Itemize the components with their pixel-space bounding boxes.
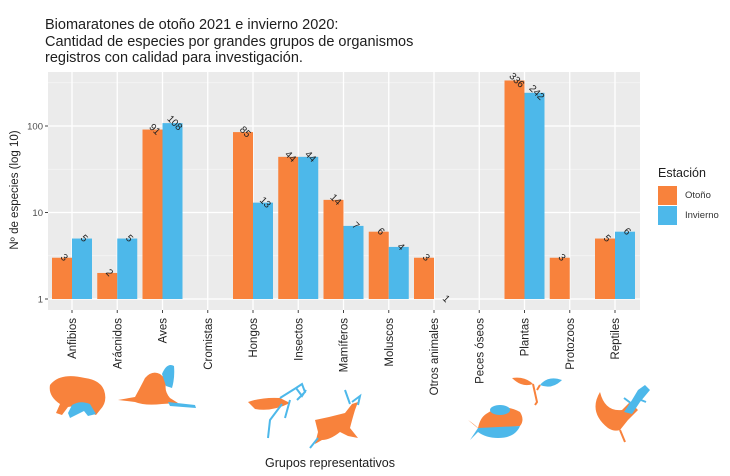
fish-icon <box>468 405 523 440</box>
chart-subtitle-line-2: registros con calidad para investigación… <box>45 50 303 66</box>
legend-key-invierno <box>658 205 677 225</box>
bar-invierno <box>253 202 273 299</box>
mantis-icon <box>248 382 307 439</box>
x-tick-label: Arácnidos <box>112 318 124 369</box>
bar-invierno <box>343 225 364 299</box>
x-tick-label: Insectos <box>293 318 305 361</box>
x-tick-label: Protozoos <box>565 318 577 370</box>
y-tick-label: 10 <box>32 208 43 219</box>
bar-invierno <box>117 238 138 299</box>
chart-title-block: Biomaratones de otoño 2021 e invierno 20… <box>45 17 413 67</box>
y-tick-label: 1 <box>38 295 43 306</box>
x-tick-label: Hongos <box>248 318 260 358</box>
bar-otono <box>504 80 525 299</box>
bar-otono <box>142 129 163 299</box>
bar-otono <box>595 238 615 299</box>
bar-otono <box>368 231 389 299</box>
bar-invierno <box>615 231 635 299</box>
bar-otono <box>233 132 253 299</box>
lizard-icon <box>595 385 650 443</box>
legend-label-otono: Otoño <box>685 189 711 201</box>
chart-title: Biomaratones de otoño 2021 e invierno 20… <box>45 17 339 33</box>
legend-title: Estación <box>658 166 706 180</box>
x-tick-label: Plantas <box>520 318 532 357</box>
x-tick-label: Aves <box>158 318 170 344</box>
legend-key-otono <box>658 185 677 205</box>
frog-icon <box>49 376 106 418</box>
bar-invierno <box>72 238 92 299</box>
x-tick-label: Otros animales <box>429 318 441 396</box>
bar-invierno <box>388 246 409 299</box>
legend-label-invierno: Invierno <box>685 209 719 221</box>
x-tick-label: Peces óseos <box>474 318 486 384</box>
sprout-icon <box>512 377 562 406</box>
bar-otono <box>97 272 118 299</box>
bar-otono <box>278 156 299 299</box>
x-axis-title: Grupos representativos <box>265 456 395 470</box>
x-tick-label: Reptiles <box>610 318 622 360</box>
deer-icon <box>309 389 362 449</box>
chart-subtitle-line-1: Cantidad de especies por grandes grupos … <box>45 33 414 50</box>
legend-item-invierno: Invierno <box>658 205 719 225</box>
bar-otono <box>52 257 72 299</box>
x-tick-label: Anfibios <box>67 318 79 359</box>
heron-icon <box>118 365 196 408</box>
x-tick-label: Mamíferos <box>339 318 351 373</box>
bar-otono <box>414 257 434 299</box>
x-tick-label: Cromistas <box>203 318 215 370</box>
legend: Estación Otoño Invierno <box>658 166 719 225</box>
legend-item-otono: Otoño <box>658 185 719 205</box>
x-tick-label: Moluscos <box>384 318 396 367</box>
bar-otono <box>549 257 570 299</box>
bar-otono <box>323 199 344 299</box>
y-tick-label: 100 <box>27 122 43 133</box>
bar-invierno <box>162 123 183 299</box>
bar-invierno <box>524 92 545 299</box>
bar-invierno <box>298 156 319 299</box>
